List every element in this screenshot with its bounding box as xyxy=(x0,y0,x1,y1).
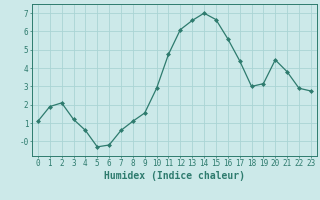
X-axis label: Humidex (Indice chaleur): Humidex (Indice chaleur) xyxy=(104,171,245,181)
